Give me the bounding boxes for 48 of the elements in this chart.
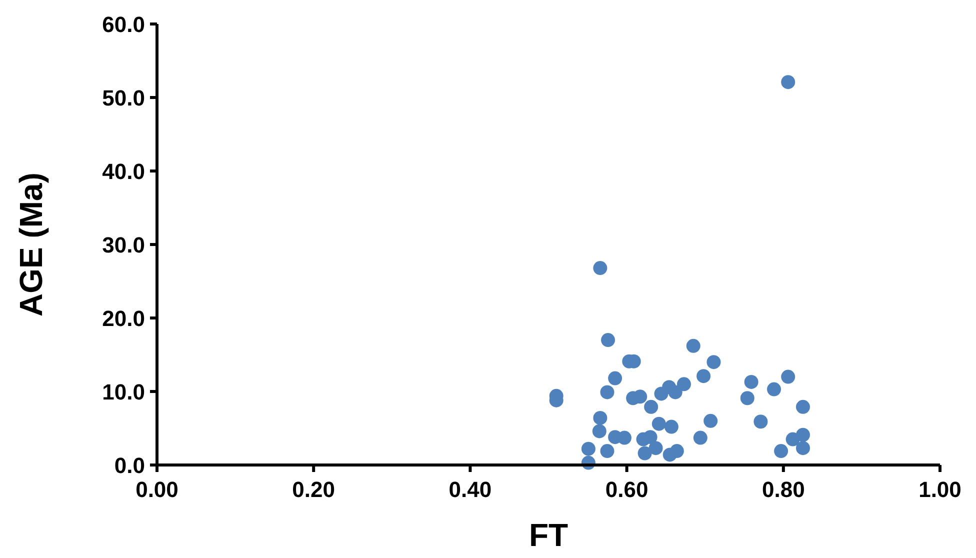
- x-axis-title: FT: [528, 517, 568, 553]
- point: [796, 400, 810, 414]
- point: [664, 420, 678, 434]
- x-tick-label: 0.40: [448, 477, 492, 502]
- point: [670, 444, 684, 458]
- y-tick-label: 0.0: [114, 453, 145, 478]
- point: [686, 338, 700, 353]
- point: [593, 261, 608, 276]
- x-tick-label: 0.00: [136, 477, 178, 502]
- point: [643, 430, 658, 444]
- point: [593, 410, 608, 425]
- y-axis-title: AGE (Ma): [13, 172, 49, 316]
- point: [601, 333, 616, 348]
- y-tick-label: 40.0: [102, 159, 145, 184]
- y-tick-label: 50.0: [102, 86, 145, 110]
- y-tick-label: 30.0: [102, 232, 145, 258]
- point: [668, 385, 682, 400]
- point: [617, 430, 632, 445]
- point: [704, 414, 718, 428]
- point: [767, 382, 782, 396]
- point: [638, 446, 652, 460]
- point: [644, 400, 658, 414]
- point: [740, 391, 754, 406]
- point: [774, 444, 788, 458]
- point: [796, 441, 810, 456]
- point: [754, 414, 768, 429]
- point: [592, 424, 606, 438]
- x-tick-label: 1.00: [918, 477, 962, 502]
- point: [608, 371, 622, 386]
- point: [676, 377, 691, 392]
- y-tick-label: 60.0: [102, 12, 145, 37]
- x-tick-label: 0.80: [762, 477, 805, 502]
- x-tick-label: 0.60: [605, 477, 648, 502]
- x-tick-label: 0.20: [292, 477, 336, 502]
- point: [652, 416, 666, 431]
- point: [781, 370, 796, 384]
- point: [706, 355, 721, 370]
- point: [581, 442, 596, 456]
- point: [693, 430, 708, 445]
- point: [744, 374, 758, 389]
- point: [696, 369, 711, 384]
- point: [600, 444, 614, 458]
- y-tick-label: 20.0: [102, 306, 145, 331]
- point: [796, 428, 810, 442]
- point: [781, 75, 796, 90]
- point: [600, 385, 614, 400]
- point: [648, 441, 663, 456]
- y-tick-label: 10.0: [102, 380, 145, 404]
